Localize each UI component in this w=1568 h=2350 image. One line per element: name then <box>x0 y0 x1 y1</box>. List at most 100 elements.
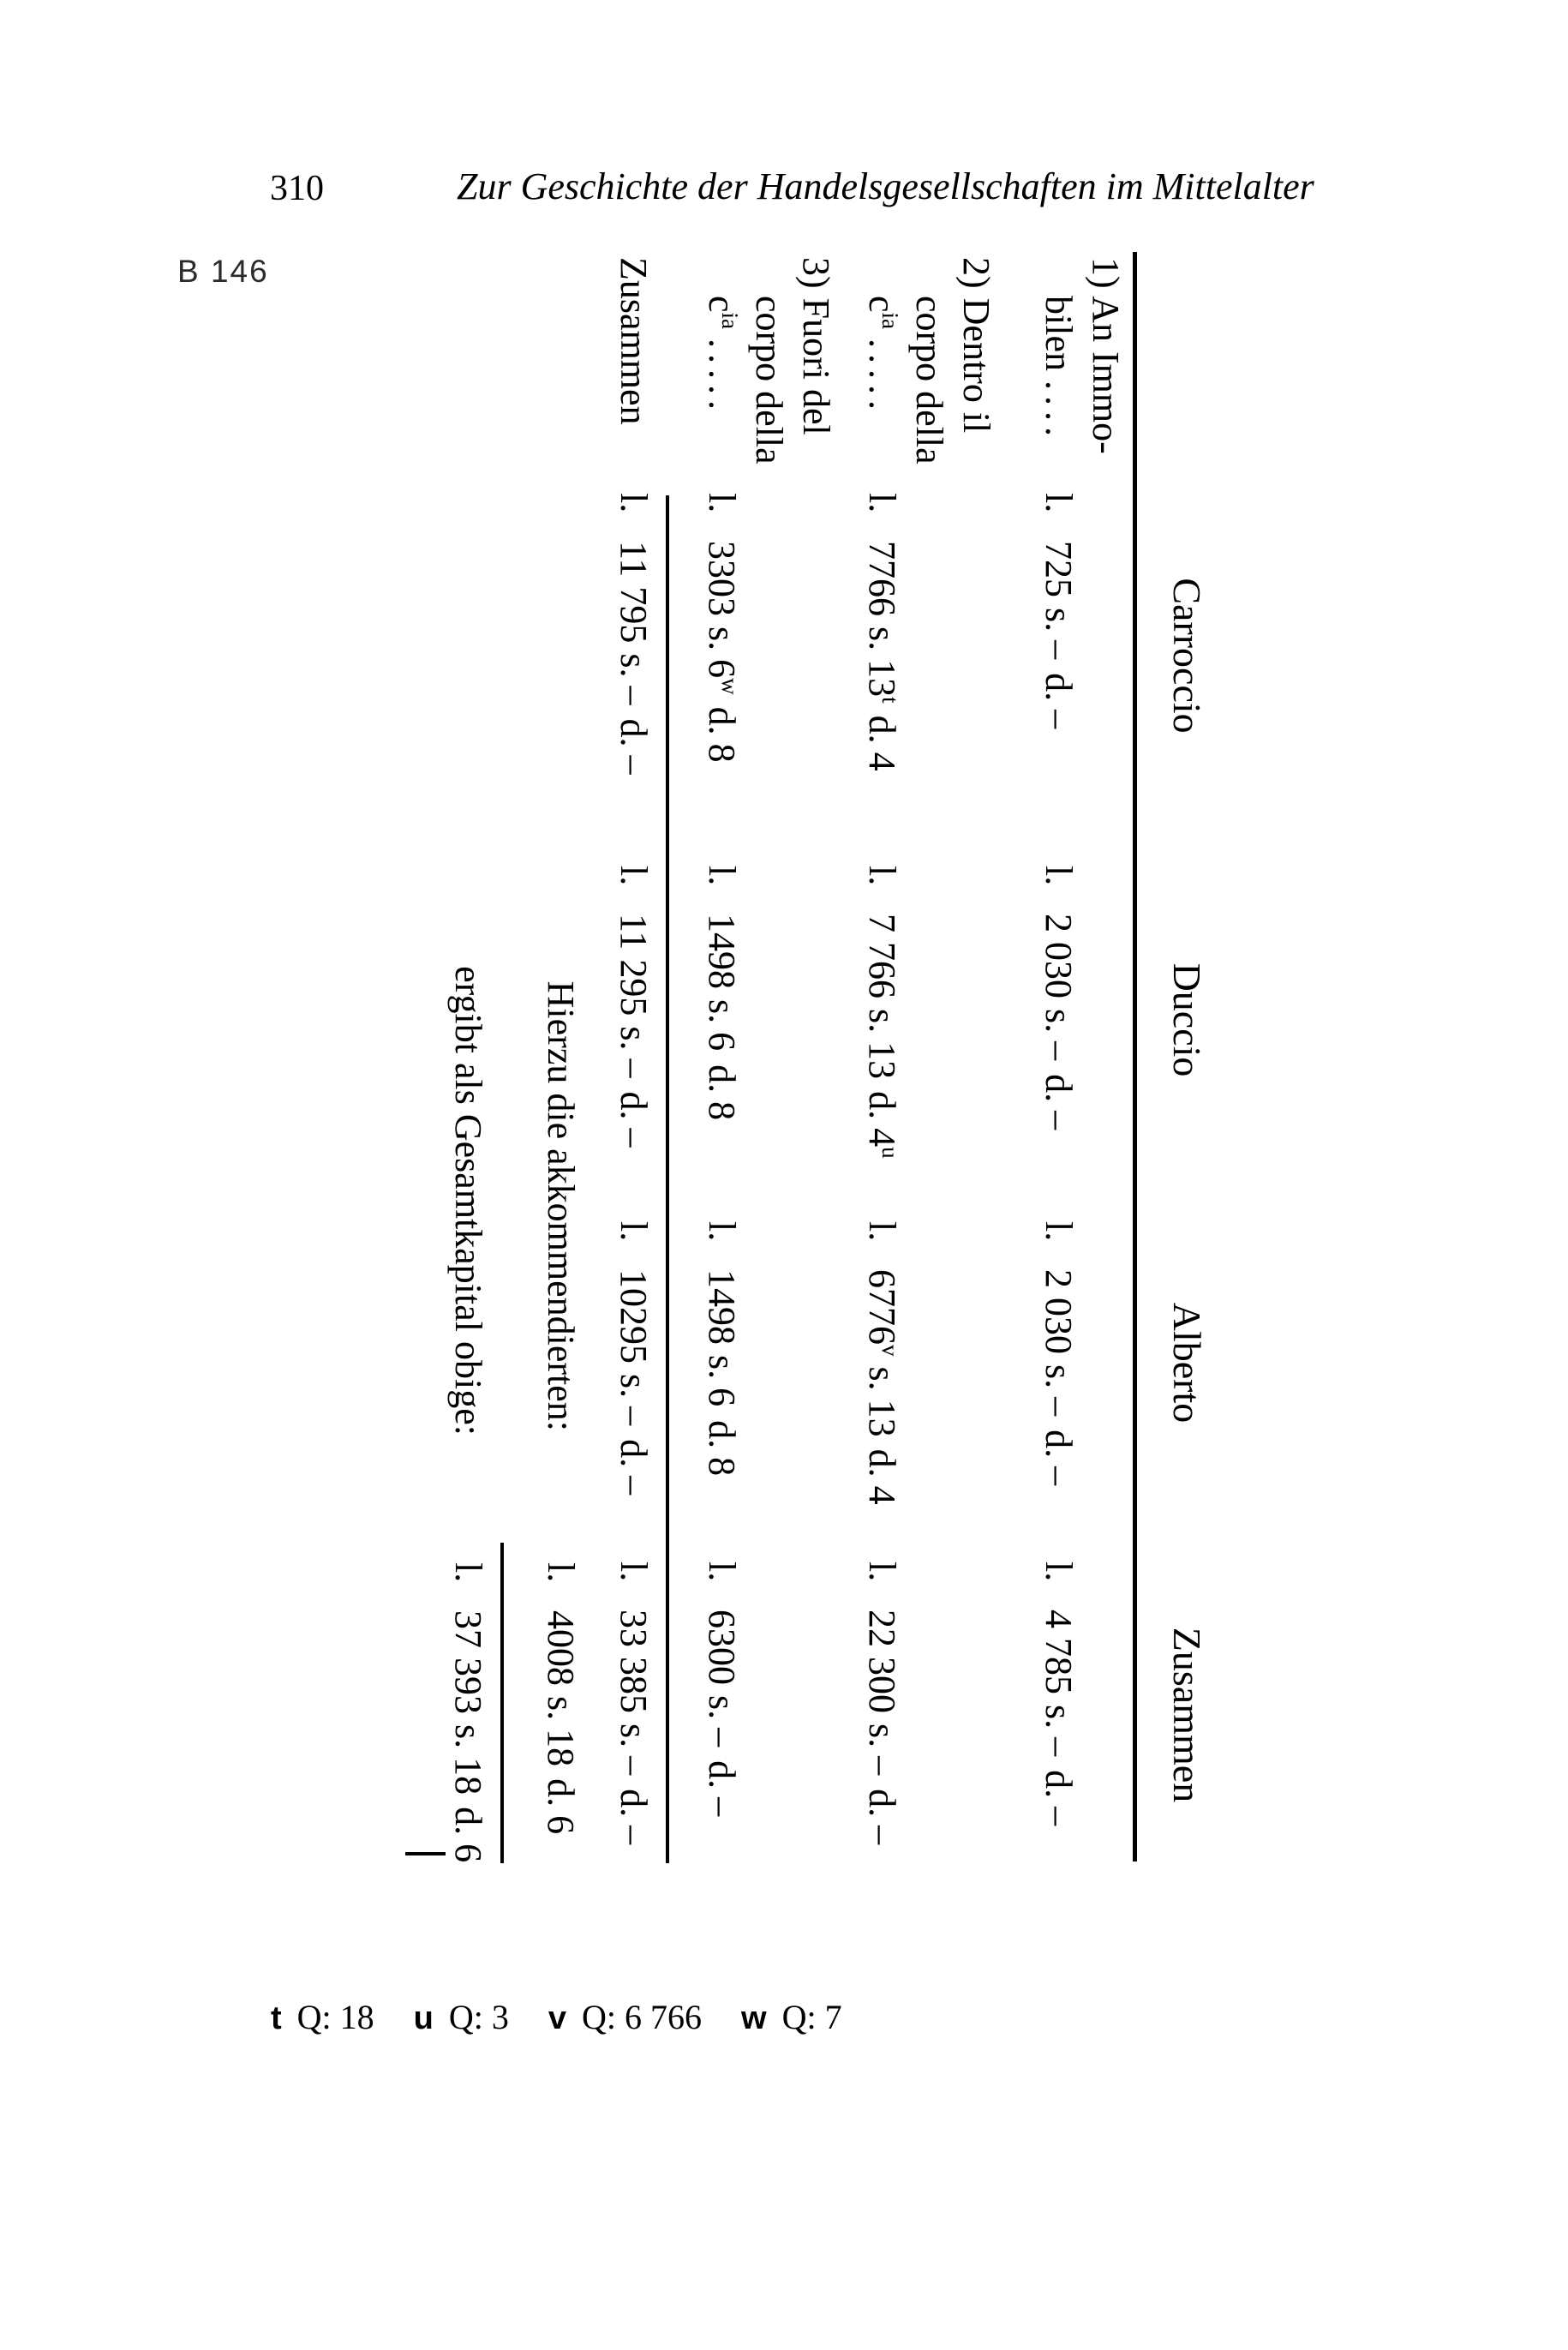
money-part-sv: – <box>1038 1397 1080 1417</box>
money-part-du: d. <box>613 1789 655 1818</box>
table-header-row: Carroccio Duccio Alberto Zusammen <box>1141 249 1234 1868</box>
leader-dots: ..... <box>701 339 743 417</box>
money-part-su: s. <box>613 1724 655 1748</box>
money-part-amt: 6776v <box>861 1269 903 1357</box>
money-part-amt: 11 295 <box>613 914 655 1016</box>
money-part-sv: – <box>1038 640 1080 660</box>
money-part-sv: 13t <box>861 659 903 704</box>
money-cell: l. 1498 s. 6 d. 8 <box>698 866 745 1221</box>
money-part-amt: 2 030 <box>1038 914 1080 998</box>
money-part-su: s. <box>701 1695 743 1720</box>
row-label-line: cia ..... <box>861 296 903 417</box>
column-header-alberto: Alberto <box>1165 1302 1210 1424</box>
money-part-amt: 7766 <box>861 541 903 616</box>
table-row-3: 3) Fuori del corpo della cia ..... l. 3303 s.… <box>669 249 847 1868</box>
money-part-lu: l. <box>861 493 903 513</box>
money-part-lu: l. <box>613 1562 655 1582</box>
money-part-lu: l. <box>447 1562 489 1583</box>
footnote-superscript: u <box>877 1147 903 1159</box>
money-part-su: s. <box>613 653 655 678</box>
footnote-superscript: w <box>717 678 743 695</box>
totals-rule <box>666 495 669 1863</box>
money-part-lu: l. <box>861 1221 903 1242</box>
money-part-dv: – <box>701 1797 743 1817</box>
rotated-table: Carroccio Duccio Alberto Zusammen 1) An Imm… <box>394 249 1234 1868</box>
leader-dots: ..... <box>861 339 903 417</box>
money-part-sv: 6w <box>701 659 743 695</box>
row-label-line: Zusammen <box>613 257 655 425</box>
money-part-amt: 4 785 <box>1038 1610 1080 1694</box>
money-part-dv: – <box>613 1128 655 1148</box>
money-part-dv: – <box>1038 1111 1080 1130</box>
money-part-sv: – <box>1038 1041 1080 1061</box>
money-part-sv: 18 <box>447 1757 489 1795</box>
money-part-amt: 33 385 <box>613 1610 655 1713</box>
row-label-line: 1) An Immo- <box>1085 257 1127 454</box>
appendix-label-1: Hierzu die akkommendierten: <box>540 980 582 1431</box>
money-part-du: d. <box>1038 673 1080 702</box>
table-total-row: Zusammen l. 11 795 s. – d. – l. 11 295 s. – d. – l. 10… <box>610 249 663 1868</box>
money-part-amt: 6300 <box>701 1610 743 1685</box>
footnote-text: Q: 18 <box>296 1998 374 2036</box>
money-part-lu: l. <box>861 1562 903 1582</box>
money-part-dv: – <box>613 755 655 775</box>
money-part-sv: – <box>613 1406 655 1426</box>
money-cell: l. 6776v s. 13 d. 4 <box>859 1221 906 1551</box>
money-cell: l. 1498 s. 6 d. 8 <box>698 1221 745 1551</box>
money-part-amt: 11 795 <box>613 541 655 644</box>
money-part-du: d. <box>613 1439 655 1468</box>
money-part-du: d. <box>701 1064 743 1094</box>
money-part-du: d. <box>540 1778 582 1807</box>
row-label-line: cia ..... <box>701 296 743 417</box>
money-part-du: d. <box>861 715 903 744</box>
table-row-2: 2) Dentro il corpo della cia ..... l.7766s.… <box>847 249 1013 1868</box>
money-part-lu: l. <box>701 866 743 886</box>
money-part-lu: l. <box>701 493 743 513</box>
appendix-value-1: l. 4008 s. 18 d. 6 <box>537 1562 584 1834</box>
money-part-sv: 6 <box>701 1388 743 1407</box>
money-cell: l. 6300 s. – d. – <box>698 1551 745 1868</box>
money-part-du: d. <box>861 1789 903 1818</box>
footnote-text: Q: 7 <box>781 1998 842 2036</box>
money-cell-total: l. 33 385 s. – d. – <box>610 1551 657 1868</box>
row-label-line: bilen .... <box>1038 296 1080 442</box>
row-label-line: 3) Fuori del <box>795 257 837 435</box>
money-part-su: s. <box>861 1724 903 1748</box>
leader-dots: .... <box>1038 380 1080 442</box>
money-part-lu: l. <box>1038 1221 1080 1242</box>
money-part-sv: 13 <box>861 1399 903 1437</box>
money-part-dv: 4 <box>861 1485 903 1505</box>
footnote-item: t Q: 18 <box>271 1997 374 2037</box>
money-part-su: s. <box>447 1724 489 1749</box>
money-part-lu: l. <box>1038 866 1080 886</box>
money-part-amt: 3303 <box>701 541 743 616</box>
money-cell-total: l. 11 795 s. – d. – <box>610 493 657 866</box>
money-part-amt: 22 300 <box>861 1610 903 1713</box>
money-part-du: d. <box>613 718 655 747</box>
total-row-label: Zusammen <box>610 249 657 493</box>
money-cell: l. 2 030 s. – d. – <box>1035 1221 1082 1551</box>
row-label-line: corpo della <box>908 296 950 465</box>
money-cell-total: l. 10295 s. – d. – <box>610 1221 657 1551</box>
money-part-su: s. <box>861 1366 903 1391</box>
money-part-du: d. <box>1038 1430 1080 1459</box>
money-part-lu: l. <box>1038 1562 1080 1582</box>
money-cell: l. 22 300 s. – d. – <box>859 1551 906 1868</box>
money-cell-total: l. 11 295 s. – d. – <box>610 866 657 1221</box>
money-part-su: s. <box>701 999 743 1024</box>
row-label: 2) Dentro il corpo della cia ..... <box>859 249 1000 493</box>
money-cell: l. 725 s. – d. – <box>1035 493 1082 866</box>
money-part-su: s. <box>1038 1364 1080 1389</box>
money-part-dv: 8 <box>701 1101 743 1121</box>
money-part-dv: 6 <box>540 1815 582 1835</box>
row-label-line: 2) Dentro il <box>955 257 997 434</box>
page-number: 310 <box>270 169 324 208</box>
end-mark <box>405 1852 446 1855</box>
row-label-line: corpo della <box>748 296 790 465</box>
money-part-sv: – <box>1038 1737 1080 1757</box>
money-part-dv: 4 <box>861 752 903 771</box>
money-part-lu: l. <box>701 1221 743 1242</box>
money-part-sv: – <box>613 686 655 705</box>
money-part-amt: 10295 <box>613 1269 655 1364</box>
money-part-du: d. <box>701 706 743 735</box>
